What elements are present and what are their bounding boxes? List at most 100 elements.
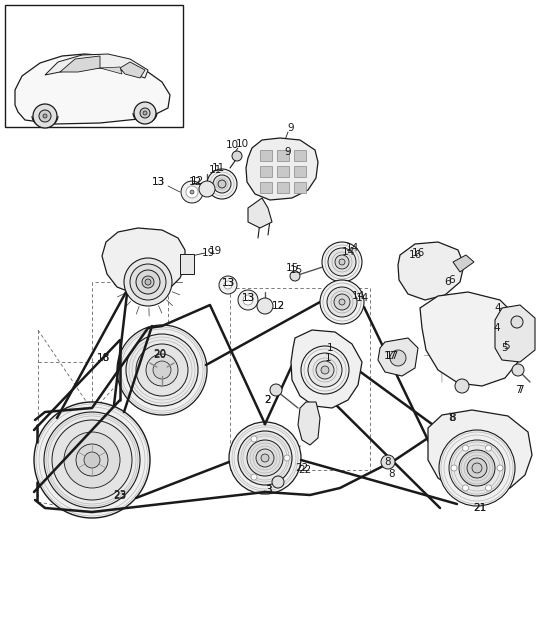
Text: 13: 13 xyxy=(152,177,165,187)
Circle shape xyxy=(486,485,492,491)
Text: 4: 4 xyxy=(494,323,500,333)
Circle shape xyxy=(511,316,523,328)
Text: 8: 8 xyxy=(450,413,456,423)
Polygon shape xyxy=(453,255,474,272)
Text: 5: 5 xyxy=(504,341,510,351)
Circle shape xyxy=(145,279,151,285)
Circle shape xyxy=(472,463,482,473)
Text: 10: 10 xyxy=(235,139,249,149)
Circle shape xyxy=(251,474,257,480)
Text: 12: 12 xyxy=(271,301,284,311)
Text: 3: 3 xyxy=(265,485,271,495)
Text: 19: 19 xyxy=(208,246,222,256)
Circle shape xyxy=(512,364,524,376)
Text: 17: 17 xyxy=(385,351,398,361)
Text: 16: 16 xyxy=(411,248,425,258)
Circle shape xyxy=(199,181,215,197)
Polygon shape xyxy=(102,228,185,295)
Circle shape xyxy=(186,186,198,198)
Circle shape xyxy=(463,445,469,451)
Circle shape xyxy=(213,175,231,193)
Bar xyxy=(294,150,306,161)
Circle shape xyxy=(321,366,329,374)
Circle shape xyxy=(224,281,232,289)
Text: 18: 18 xyxy=(96,353,110,363)
Text: 22: 22 xyxy=(298,465,312,475)
Circle shape xyxy=(328,248,356,276)
Circle shape xyxy=(130,264,166,300)
Circle shape xyxy=(136,344,188,396)
Circle shape xyxy=(238,290,258,310)
Text: 2: 2 xyxy=(265,395,271,405)
Polygon shape xyxy=(60,56,100,72)
Polygon shape xyxy=(428,410,532,496)
Bar xyxy=(260,150,272,161)
Text: 8: 8 xyxy=(449,413,455,423)
Circle shape xyxy=(143,111,147,115)
Circle shape xyxy=(84,452,100,468)
Text: 10: 10 xyxy=(226,140,239,150)
Text: 7: 7 xyxy=(517,385,523,395)
Circle shape xyxy=(320,280,364,324)
Text: 13: 13 xyxy=(221,278,235,288)
Text: 7: 7 xyxy=(514,385,522,395)
Circle shape xyxy=(219,276,237,294)
Polygon shape xyxy=(420,292,522,386)
Bar xyxy=(277,166,289,177)
Text: 23: 23 xyxy=(113,491,126,501)
Polygon shape xyxy=(45,54,148,78)
Circle shape xyxy=(290,271,300,281)
Circle shape xyxy=(339,259,345,265)
Circle shape xyxy=(134,102,156,124)
Text: 20: 20 xyxy=(154,349,167,359)
Circle shape xyxy=(251,436,257,442)
Circle shape xyxy=(272,476,284,488)
Circle shape xyxy=(247,440,283,476)
Text: 14: 14 xyxy=(346,243,359,253)
Circle shape xyxy=(334,294,350,310)
Text: 11: 11 xyxy=(208,165,222,175)
Text: 13: 13 xyxy=(152,177,165,187)
Polygon shape xyxy=(398,242,464,300)
Polygon shape xyxy=(298,402,320,445)
Circle shape xyxy=(207,169,237,199)
Bar xyxy=(294,182,306,193)
Circle shape xyxy=(467,458,487,478)
Circle shape xyxy=(39,110,51,122)
Polygon shape xyxy=(120,62,145,78)
Polygon shape xyxy=(378,338,418,376)
Text: 14: 14 xyxy=(355,293,368,303)
Circle shape xyxy=(34,402,150,518)
Bar xyxy=(260,166,272,177)
Polygon shape xyxy=(495,305,535,362)
Text: 6: 6 xyxy=(449,275,455,285)
Bar xyxy=(5,5,183,127)
Circle shape xyxy=(257,298,273,314)
Text: 13: 13 xyxy=(241,293,255,303)
Text: 22: 22 xyxy=(295,463,308,473)
Circle shape xyxy=(218,180,226,188)
Text: 14: 14 xyxy=(341,247,355,257)
Circle shape xyxy=(256,449,274,467)
Circle shape xyxy=(316,361,334,379)
Text: 16: 16 xyxy=(408,250,422,260)
Circle shape xyxy=(439,430,515,506)
Text: 8: 8 xyxy=(389,469,395,479)
Circle shape xyxy=(181,181,203,203)
Circle shape xyxy=(335,255,349,269)
Text: 20: 20 xyxy=(154,350,167,360)
Text: 15: 15 xyxy=(289,265,302,275)
Text: 1: 1 xyxy=(325,353,331,363)
Circle shape xyxy=(390,350,406,366)
Circle shape xyxy=(327,287,357,317)
Bar xyxy=(180,254,194,274)
Text: 15: 15 xyxy=(286,263,299,273)
Text: 17: 17 xyxy=(383,351,397,361)
Circle shape xyxy=(270,384,282,396)
Text: 19: 19 xyxy=(201,248,215,258)
Circle shape xyxy=(284,455,290,461)
Circle shape xyxy=(449,440,505,496)
Circle shape xyxy=(308,353,342,387)
Circle shape xyxy=(142,276,154,288)
Circle shape xyxy=(190,190,194,194)
